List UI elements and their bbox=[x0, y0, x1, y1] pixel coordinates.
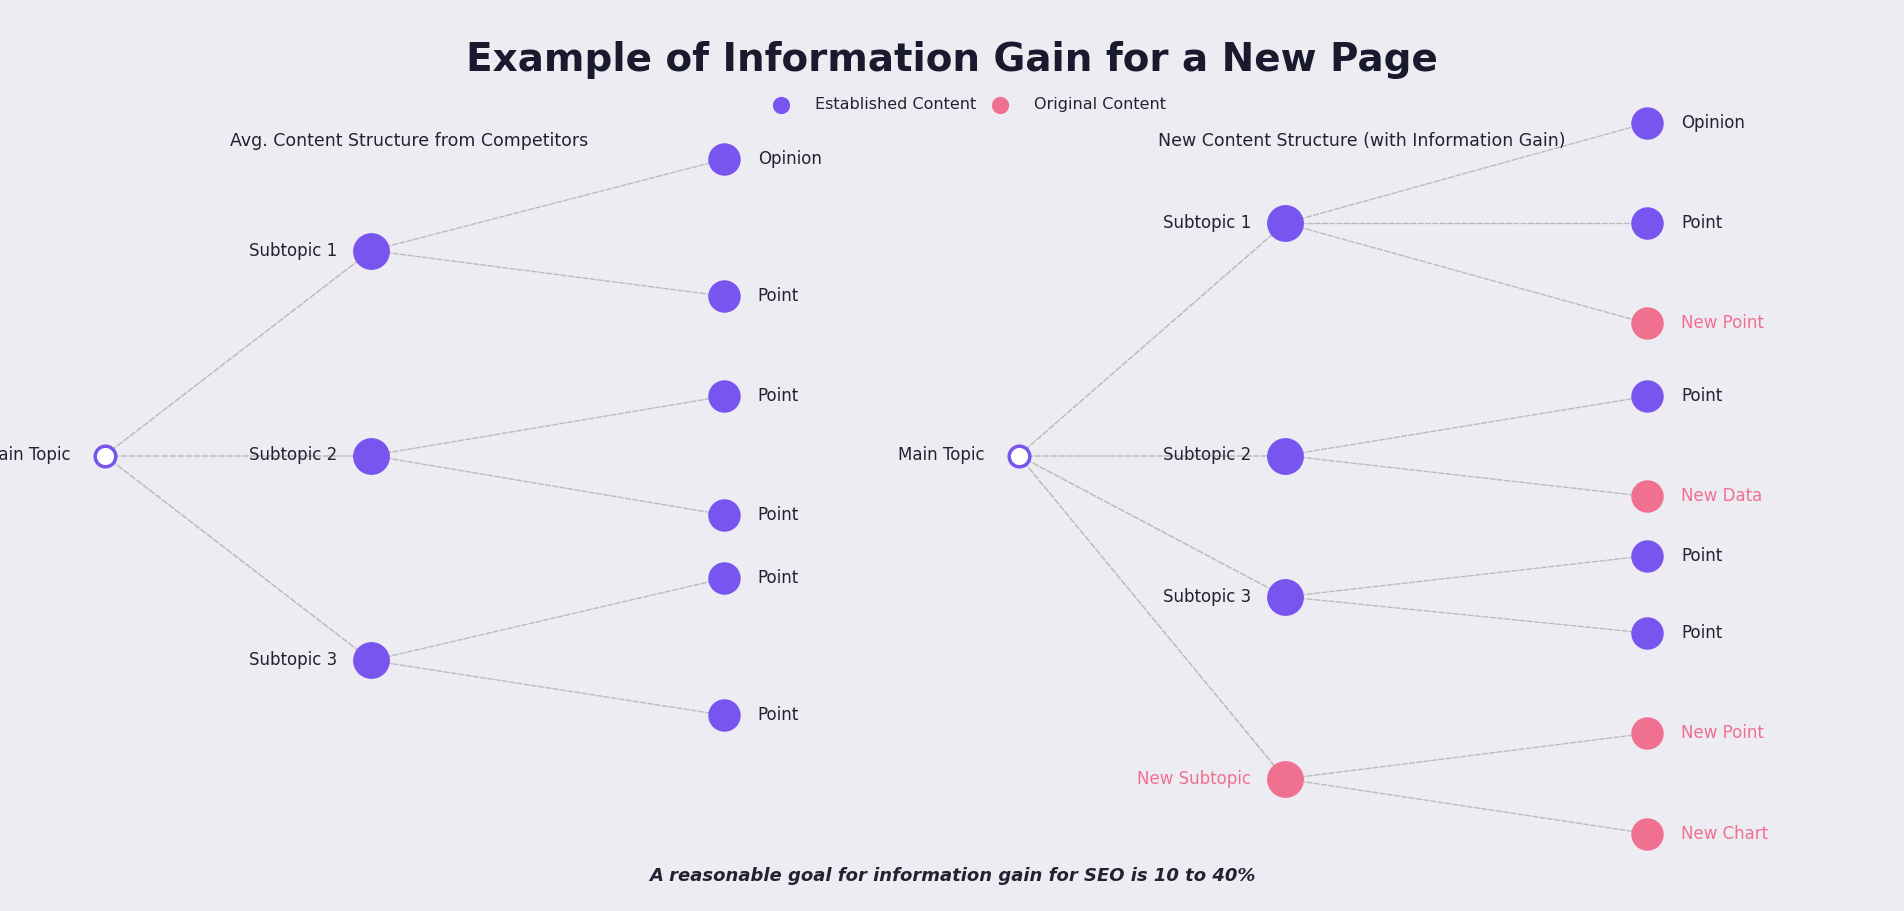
Text: Point: Point bbox=[758, 387, 800, 405]
Point bbox=[1632, 116, 1662, 130]
Point bbox=[708, 708, 739, 722]
Point bbox=[1632, 548, 1662, 563]
Point bbox=[1270, 772, 1300, 786]
Point bbox=[1632, 389, 1662, 404]
Point bbox=[356, 448, 387, 463]
Point bbox=[1270, 589, 1300, 604]
Point bbox=[356, 653, 387, 668]
Text: New Content Structure (with Information Gain): New Content Structure (with Information … bbox=[1158, 132, 1565, 150]
Point bbox=[708, 507, 739, 522]
Text: Point: Point bbox=[1681, 624, 1723, 642]
Text: New Subtopic: New Subtopic bbox=[1137, 770, 1251, 788]
Text: New Data: New Data bbox=[1681, 487, 1763, 506]
Point bbox=[708, 289, 739, 303]
Text: Subtopic 3: Subtopic 3 bbox=[249, 651, 337, 670]
Text: Subtopic 1: Subtopic 1 bbox=[249, 241, 337, 260]
Text: Main Topic: Main Topic bbox=[0, 446, 70, 465]
Point bbox=[1003, 448, 1034, 463]
Text: New Chart: New Chart bbox=[1681, 824, 1769, 843]
Point bbox=[1270, 448, 1300, 463]
Text: Original Content: Original Content bbox=[1034, 97, 1165, 112]
Text: Subtopic 3: Subtopic 3 bbox=[1163, 588, 1251, 606]
Text: New Point: New Point bbox=[1681, 314, 1765, 333]
Point bbox=[708, 571, 739, 586]
Text: Point: Point bbox=[758, 506, 800, 524]
Text: Point: Point bbox=[1681, 214, 1723, 232]
Text: Example of Information Gain for a New Page: Example of Information Gain for a New Pa… bbox=[466, 41, 1438, 79]
Point bbox=[1632, 489, 1662, 504]
Point bbox=[89, 448, 120, 463]
Text: Point: Point bbox=[1681, 547, 1723, 565]
Text: Main Topic: Main Topic bbox=[899, 446, 984, 465]
Point bbox=[1632, 316, 1662, 331]
Point bbox=[708, 389, 739, 404]
Text: A reasonable goal for information gain for SEO is 10 to 40%: A reasonable goal for information gain f… bbox=[649, 867, 1255, 885]
Text: New Point: New Point bbox=[1681, 724, 1765, 742]
Text: Established Content: Established Content bbox=[815, 97, 977, 112]
Text: Subtopic 2: Subtopic 2 bbox=[1163, 446, 1251, 465]
Point bbox=[1270, 216, 1300, 230]
Point bbox=[765, 97, 796, 112]
Text: Subtopic 2: Subtopic 2 bbox=[249, 446, 337, 465]
Text: Point: Point bbox=[758, 706, 800, 724]
Text: Point: Point bbox=[758, 287, 800, 305]
Point bbox=[984, 97, 1015, 112]
Text: Point: Point bbox=[758, 569, 800, 588]
Point bbox=[1632, 626, 1662, 640]
Point bbox=[1632, 826, 1662, 841]
Text: Point: Point bbox=[1681, 387, 1723, 405]
Text: Subtopic 1: Subtopic 1 bbox=[1163, 214, 1251, 232]
Point bbox=[1632, 726, 1662, 741]
Point bbox=[1632, 216, 1662, 230]
Point bbox=[356, 243, 387, 258]
Text: Opinion: Opinion bbox=[1681, 114, 1746, 132]
Point bbox=[708, 152, 739, 167]
Text: Opinion: Opinion bbox=[758, 150, 823, 169]
Text: Avg. Content Structure from Competitors: Avg. Content Structure from Competitors bbox=[230, 132, 588, 150]
